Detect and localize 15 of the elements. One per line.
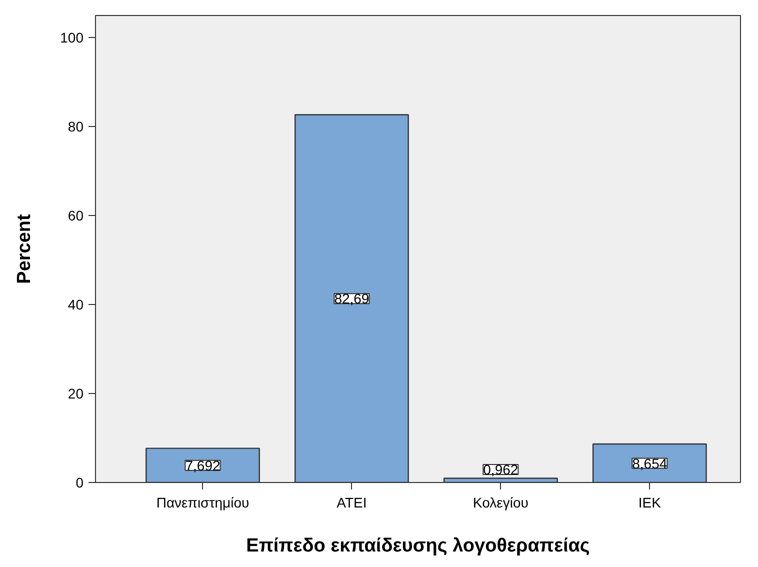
x-tick-label: ΑΤΕΙ — [336, 494, 367, 510]
y-tick-label: 60 — [68, 208, 84, 224]
y-tick-label: 20 — [68, 386, 84, 402]
x-tick-label: ΙΕΚ — [638, 494, 662, 510]
y-axis-title: Percent — [14, 213, 36, 284]
data-label: 7,692 — [185, 457, 220, 474]
y-tick-label: 80 — [68, 118, 84, 135]
x-tick-label: Κολεγίου — [472, 494, 528, 510]
data-label: 0,962 — [483, 462, 518, 478]
y-tick-label: 0 — [76, 474, 84, 490]
data-label: 82,69 — [334, 290, 370, 307]
y-tick-label: 40 — [68, 296, 84, 313]
x-tick-label: Πανεπιστημίου — [156, 494, 250, 510]
x-axis-title: Επίπεδο εκπαίδευσης λογοθεραπείας — [246, 536, 590, 556]
y-tick-label: 100 — [60, 30, 84, 46]
